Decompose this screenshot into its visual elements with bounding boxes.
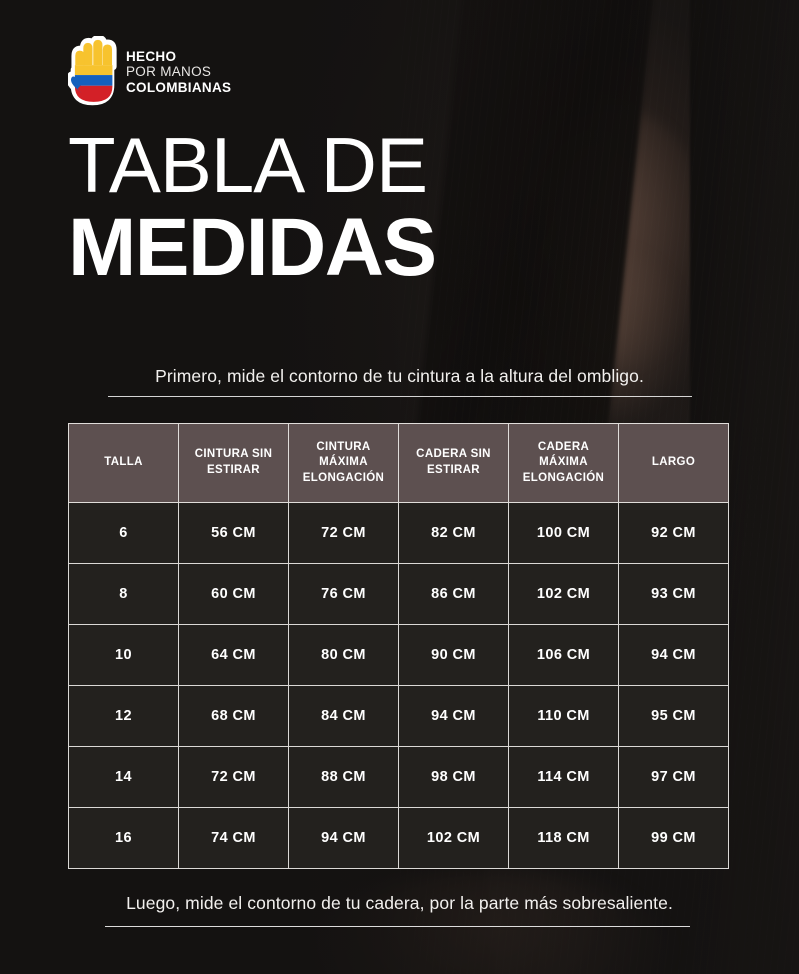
column-header-cadera-maxima-elongacion: CADERA MÁXIMA ELONGACIÓN — [509, 423, 619, 503]
size-table: TALLA CINTURA SIN ESTIRAR CINTURA MÁXIMA… — [68, 423, 729, 869]
page-title-line-2: MEDIDAS — [68, 202, 437, 294]
cell-talla: 16 — [68, 808, 179, 869]
size-table-wrapper: TALLA CINTURA SIN ESTIRAR CINTURA MÁXIMA… — [68, 423, 729, 869]
cell-cadera-sin-estirar: 82 CM — [399, 503, 509, 564]
column-header-cadera-sin-estirar: CADERA SIN ESTIRAR — [399, 423, 509, 503]
column-header-cintura-sin-estirar: CINTURA SIN ESTIRAR — [179, 423, 289, 503]
cell-cadera-sin-estirar: 86 CM — [399, 564, 509, 625]
cell-largo: 92 CM — [619, 503, 729, 564]
table-row: 6 56 CM 72 CM 82 CM 100 CM 92 CM — [68, 503, 729, 564]
cell-talla: 8 — [68, 564, 179, 625]
page-title: TABLA DE MEDIDAS — [68, 121, 437, 294]
cell-cintura-maxima: 94 CM — [289, 808, 399, 869]
cell-cintura-sin-estirar: 56 CM — [179, 503, 289, 564]
divider-bottom — [105, 926, 690, 927]
cell-largo: 99 CM — [619, 808, 729, 869]
cell-cintura-sin-estirar: 74 CM — [179, 808, 289, 869]
brand-line-1: HECHO — [126, 48, 177, 64]
cell-cintura-maxima: 72 CM — [289, 503, 399, 564]
divider-top — [108, 396, 692, 397]
cell-largo: 93 CM — [619, 564, 729, 625]
column-header-largo: LARGO — [619, 423, 729, 503]
table-header-row: TALLA CINTURA SIN ESTIRAR CINTURA MÁXIMA… — [68, 423, 729, 503]
page-title-line-1: TABLA DE — [68, 121, 428, 209]
cell-cintura-maxima: 76 CM — [289, 564, 399, 625]
column-header-cintura-maxima-elongacion: CINTURA MÁXIMA ELONGACIÓN — [289, 423, 399, 503]
cell-largo: 94 CM — [619, 625, 729, 686]
cell-cintura-maxima: 84 CM — [289, 686, 399, 747]
instruction-waist: Primero, mide el contorno de tu cintura … — [155, 366, 644, 386]
cell-cadera-maxima: 106 CM — [509, 625, 619, 686]
cell-cintura-sin-estirar: 60 CM — [179, 564, 289, 625]
cell-cadera-sin-estirar: 98 CM — [399, 747, 509, 808]
cell-cadera-maxima: 102 CM — [509, 564, 619, 625]
colombian-hand-icon — [68, 36, 117, 108]
cell-cintura-sin-estirar: 64 CM — [179, 625, 289, 686]
cell-cadera-maxima: 110 CM — [509, 686, 619, 747]
cell-talla: 10 — [68, 625, 179, 686]
cell-cadera-sin-estirar: 90 CM — [399, 625, 509, 686]
cell-cintura-maxima: 80 CM — [289, 625, 399, 686]
table-row: 8 60 CM 76 CM 86 CM 102 CM 93 CM — [68, 564, 729, 625]
cell-cadera-maxima: 100 CM — [509, 503, 619, 564]
column-header-talla: TALLA — [68, 423, 179, 503]
size-table-head: TALLA CINTURA SIN ESTIRAR CINTURA MÁXIMA… — [68, 423, 729, 503]
size-table-body: 6 56 CM 72 CM 82 CM 100 CM 92 CM 8 60 CM… — [68, 503, 729, 869]
cell-largo: 95 CM — [619, 686, 729, 747]
table-row: 12 68 CM 84 CM 94 CM 110 CM 95 CM — [68, 686, 729, 747]
brand-line-2: POR MANOS — [126, 64, 212, 80]
brand-logo-text: HECHO POR MANOS COLOMBIANAS — [126, 49, 231, 96]
cell-cadera-maxima: 114 CM — [509, 747, 619, 808]
table-row: 14 72 CM 88 CM 98 CM 114 CM 97 CM — [68, 747, 729, 808]
cell-talla: 6 — [68, 503, 179, 564]
table-row: 16 74 CM 94 CM 102 CM 118 CM 99 CM — [68, 808, 729, 869]
table-row: 10 64 CM 80 CM 90 CM 106 CM 94 CM — [68, 625, 729, 686]
cell-cintura-sin-estirar: 68 CM — [179, 686, 289, 747]
instruction-hip: Luego, mide el contorno de tu cadera, po… — [126, 893, 673, 913]
cell-talla: 12 — [68, 686, 179, 747]
cell-cadera-sin-estirar: 102 CM — [399, 808, 509, 869]
cell-talla: 14 — [68, 747, 179, 808]
cell-cintura-sin-estirar: 72 CM — [179, 747, 289, 808]
cell-cadera-maxima: 118 CM — [509, 808, 619, 869]
brand-logo: HECHO POR MANOS COLOMBIANAS — [68, 36, 231, 108]
cell-cadera-sin-estirar: 94 CM — [399, 686, 509, 747]
brand-line-3: COLOMBIANAS — [126, 79, 232, 95]
cell-cintura-maxima: 88 CM — [289, 747, 399, 808]
cell-largo: 97 CM — [619, 747, 729, 808]
